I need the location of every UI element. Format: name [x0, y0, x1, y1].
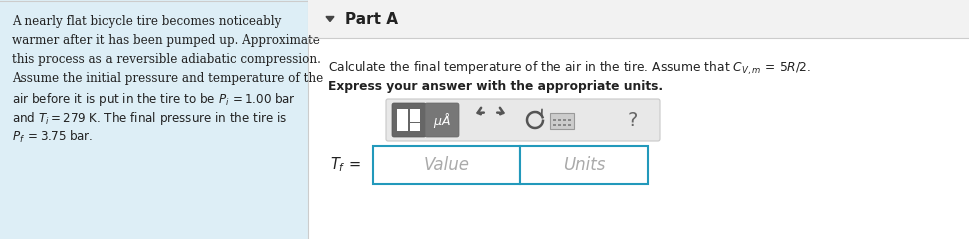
Text: this process as a reversible adiabatic compression.: this process as a reversible adiabatic c…: [12, 53, 321, 66]
Bar: [552, 119, 556, 121]
Polygon shape: [326, 16, 333, 22]
FancyBboxPatch shape: [391, 103, 425, 137]
Bar: [0, 0, 308, 239]
FancyBboxPatch shape: [424, 103, 458, 137]
Text: Part A: Part A: [345, 11, 397, 27]
Text: and $T_i = 279\;{\rm K}$. The final pressure in the tire is: and $T_i = 279\;{\rm K}$. The final pres…: [12, 110, 287, 127]
Bar: [557, 119, 561, 121]
Bar: [519, 146, 647, 184]
Bar: [410, 109, 420, 122]
FancyBboxPatch shape: [549, 113, 574, 129]
Text: A nearly flat bicycle tire becomes noticeably: A nearly flat bicycle tire becomes notic…: [12, 15, 281, 28]
Text: Assume the initial pressure and temperature of the: Assume the initial pressure and temperat…: [12, 72, 323, 85]
Bar: [562, 119, 566, 121]
FancyBboxPatch shape: [386, 99, 659, 141]
Text: $T_f\,=$: $T_f\,=$: [329, 156, 360, 174]
Bar: [568, 124, 571, 126]
Text: Express your answer with the appropriate units.: Express your answer with the appropriate…: [328, 80, 663, 93]
Text: Calculate the final temperature of the air in the tire. Assume that $C_{V,m}\,=\: Calculate the final temperature of the a…: [328, 60, 810, 77]
Text: Value: Value: [423, 156, 469, 174]
Bar: [410, 123, 420, 131]
Bar: [396, 109, 408, 131]
Bar: [308, 0, 969, 239]
Bar: [373, 146, 519, 184]
Text: $\mu\AA$: $\mu\AA$: [432, 110, 451, 130]
Bar: [557, 124, 561, 126]
Bar: [562, 124, 566, 126]
Bar: [308, 0, 969, 38]
Bar: [552, 124, 556, 126]
Text: ?: ?: [627, 110, 638, 130]
Bar: [568, 119, 571, 121]
Text: air before it is put in the tire to be $P_i\,=1.00\;{\rm bar}$: air before it is put in the tire to be $…: [12, 91, 296, 108]
Text: warmer after it has been pumped up. Approximate: warmer after it has been pumped up. Appr…: [12, 34, 320, 47]
Text: Units: Units: [562, 156, 605, 174]
Text: $P_f\;= 3.75\;{\rm bar}$.: $P_f\;= 3.75\;{\rm bar}$.: [12, 129, 93, 145]
